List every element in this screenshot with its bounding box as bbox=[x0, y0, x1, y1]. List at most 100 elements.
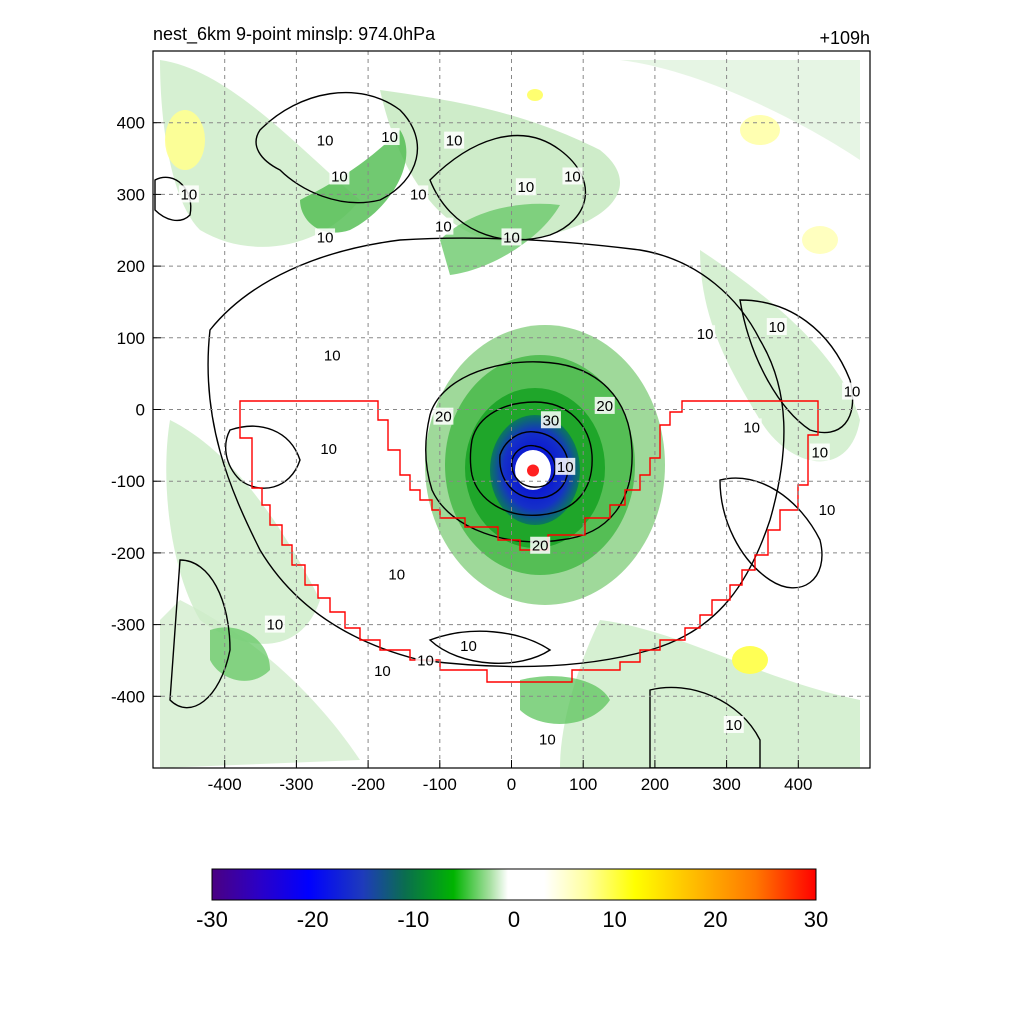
contour-label: 10 bbox=[725, 717, 742, 734]
contour-label: 10 bbox=[811, 445, 828, 462]
contour-label-bg bbox=[433, 217, 454, 235]
colorbar-gradient bbox=[211, 868, 817, 901]
contour-label: 10 bbox=[381, 129, 398, 146]
contour-label: 20 bbox=[435, 409, 452, 426]
contour-label-bg bbox=[695, 325, 716, 343]
y-tick-label: -200 bbox=[111, 544, 145, 563]
colorbar-tick-label: -10 bbox=[397, 907, 429, 932]
y-tick-label: -300 bbox=[111, 616, 145, 635]
x-tick-label: 400 bbox=[784, 775, 812, 794]
contour-label: 10 bbox=[460, 638, 477, 655]
contour-inner-2 bbox=[511, 444, 556, 488]
chart-title: nest_6km 9-point minslp: 974.0hPa bbox=[153, 24, 436, 45]
field-patch-se bbox=[560, 620, 860, 768]
contour-10-ring bbox=[207, 237, 785, 668]
contour-label-bg bbox=[329, 167, 350, 185]
contour-label-bg bbox=[537, 730, 558, 748]
contour-label-bg bbox=[816, 500, 837, 518]
x-tick-label: 200 bbox=[641, 775, 669, 794]
field-positive-se bbox=[732, 646, 768, 674]
x-tick-label: 0 bbox=[507, 775, 516, 794]
contour-label-bg bbox=[540, 411, 561, 429]
contour-label: 10 bbox=[417, 652, 434, 669]
y-tick-label: 0 bbox=[136, 401, 145, 420]
contour-label-bg bbox=[315, 228, 336, 246]
contour-label: 10 bbox=[331, 168, 348, 185]
field-band-n bbox=[440, 203, 560, 275]
colorbar-tick-label: 20 bbox=[703, 907, 727, 932]
contour-label-bg bbox=[178, 185, 199, 203]
contour-label: 10 bbox=[324, 348, 341, 365]
contour-label: 10 bbox=[503, 229, 520, 246]
contour-label: 20 bbox=[532, 538, 549, 555]
colorbar-ticks: -30 -20 -10 0 10 20 30 bbox=[196, 907, 828, 932]
contour-label: 10 bbox=[557, 459, 574, 476]
contour-label: 10 bbox=[181, 186, 198, 203]
contour-label-bg bbox=[842, 382, 863, 400]
contour-label-bg bbox=[408, 185, 429, 203]
contour-label-bg bbox=[322, 346, 343, 364]
contour-label-bg bbox=[372, 662, 393, 680]
contour-10-e bbox=[739, 299, 854, 434]
colorbar-tick-label: 10 bbox=[602, 907, 626, 932]
analysis-domain-boundary bbox=[239, 400, 819, 683]
contour-label-bg bbox=[458, 637, 479, 655]
field-positive-far-ne bbox=[802, 226, 838, 254]
x-tick-label: 100 bbox=[569, 775, 597, 794]
contour-label-bg bbox=[386, 565, 407, 583]
colorbar: -30 -20 -10 0 10 20 30 bbox=[196, 868, 828, 932]
contour-label: 10 bbox=[388, 566, 405, 583]
contour-label: 10 bbox=[446, 133, 463, 150]
contour-label-bg bbox=[444, 131, 465, 149]
colorbar-tick-label: 0 bbox=[508, 907, 520, 932]
contour-label-bg bbox=[415, 651, 436, 669]
field-positive-nw bbox=[165, 110, 205, 170]
x-tick-label: -400 bbox=[208, 775, 242, 794]
storm-center-marker bbox=[527, 464, 540, 477]
x-tick-label: -300 bbox=[279, 775, 313, 794]
contour-label-bg bbox=[723, 715, 744, 733]
x-axis: -400 -300 -200 -100 0 100 200 300 400 bbox=[208, 760, 812, 794]
contour-label: 20 bbox=[596, 398, 613, 415]
contour-label-bg bbox=[741, 418, 762, 436]
contour-label-bg bbox=[594, 396, 615, 414]
contour-label-bg bbox=[264, 615, 285, 633]
contour-label-bg bbox=[809, 443, 830, 461]
contour-label-bg bbox=[766, 318, 787, 336]
contour-label: 10 bbox=[697, 326, 714, 343]
colorbar-tick-label: -20 bbox=[297, 907, 329, 932]
contour-lines bbox=[154, 91, 854, 768]
y-tick-label: 200 bbox=[117, 257, 145, 276]
contour-label: 10 bbox=[517, 179, 534, 196]
contour-10-nw bbox=[255, 91, 419, 204]
contour-label: 10 bbox=[374, 663, 391, 680]
field-positive-n bbox=[527, 89, 543, 101]
contour-10-secorner bbox=[649, 686, 761, 768]
y-axis: -400 -300 -200 -100 0 100 200 300 400 bbox=[111, 114, 161, 706]
y-tick-label: -100 bbox=[111, 472, 145, 491]
plot-area: 10 10 10 10 10 10 10 10 10 10 10 10 10 10 10 10 10 10 10 10… bbox=[152, 50, 871, 769]
x-tick-label: 300 bbox=[712, 775, 740, 794]
contour-label: 30 bbox=[543, 412, 560, 429]
field-positive-ne bbox=[740, 115, 780, 145]
forecast-hour-label: +109h bbox=[819, 28, 870, 48]
contour-10-s bbox=[428, 630, 552, 664]
y-tick-label: -400 bbox=[111, 687, 145, 706]
contour-label: 10 bbox=[819, 502, 836, 519]
contour-label-bg bbox=[562, 167, 583, 185]
contour-label: 10 bbox=[410, 186, 427, 203]
x-tick-label: -200 bbox=[351, 775, 385, 794]
contour-label-bg bbox=[379, 128, 400, 146]
contour-labels: 10 10 10 10 10 10 10 10 10 10 10 10 10 10 10 10 10 10 10 10… bbox=[178, 128, 863, 748]
contour-label: 10 bbox=[768, 319, 785, 336]
contour-10-nwcorner bbox=[154, 176, 192, 222]
contour-label: 10 bbox=[317, 133, 334, 150]
field-patch-ne bbox=[620, 60, 860, 160]
contour-label-bg bbox=[515, 178, 536, 196]
contour-label: 10 bbox=[743, 419, 760, 436]
contour-label-bg bbox=[315, 131, 336, 149]
x-tick-label: -100 bbox=[423, 775, 457, 794]
contour-10-swcorner bbox=[169, 559, 231, 709]
contour-label: 10 bbox=[564, 168, 581, 185]
